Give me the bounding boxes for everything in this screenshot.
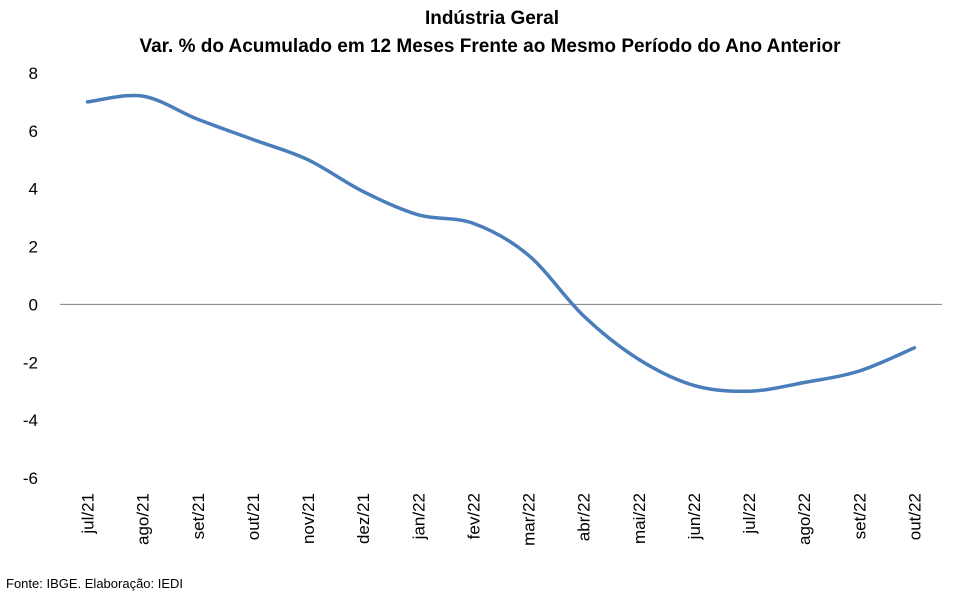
x-tick-label: dez/21 (354, 493, 373, 544)
data-point-set-21 (196, 117, 200, 121)
data-point-nov-21 (306, 158, 310, 162)
y-tick-label: -2 (23, 353, 38, 372)
x-tick-label: jan/22 (409, 493, 428, 540)
data-point-ago-22 (802, 381, 806, 385)
x-tick-label: ago/21 (134, 493, 153, 545)
data-point-jul-21 (86, 100, 90, 104)
x-tick-label: jul/21 (79, 493, 98, 535)
x-tick-label: out/21 (244, 493, 263, 540)
series-points (86, 94, 917, 393)
data-point-out-22 (912, 346, 916, 350)
chart-title: Indústria Geral (425, 8, 559, 29)
x-tick-label: ago/22 (795, 493, 814, 545)
data-point-mar-22 (527, 253, 531, 257)
data-point-abr-22 (582, 314, 586, 318)
x-tick-label: nov/21 (299, 493, 318, 544)
x-tick-label: abr/22 (575, 493, 594, 541)
y-axis: 8 6 4 2 0 -2 -4 -6 (23, 64, 38, 488)
y-tick-label: -4 (23, 411, 38, 430)
data-point-dez-21 (361, 190, 365, 194)
y-tick-label: 4 (29, 180, 38, 199)
y-tick-label: -6 (23, 469, 38, 488)
data-point-jan-22 (416, 213, 420, 217)
x-tick-label: mai/22 (630, 493, 649, 544)
data-point-fev-22 (471, 221, 475, 225)
data-point-jul-22 (747, 389, 751, 393)
x-tick-label: fev/22 (464, 493, 483, 539)
y-tick-label: 2 (29, 238, 38, 257)
x-tick-label: jul/22 (740, 493, 759, 535)
series-line (85, 93, 917, 394)
x-axis: jul/21 ago/21 set/21 out/21 nov/21 dez/21 jan/… (79, 493, 925, 546)
data-point-mai-22 (637, 357, 641, 361)
x-tick-label: set/21 (189, 493, 208, 539)
y-tick-label: 6 (29, 122, 38, 141)
source-note: Fonte: IBGE. Elaboração: IEDI (6, 576, 183, 591)
data-point-set-22 (857, 369, 861, 373)
data-point-ago-21 (141, 94, 145, 98)
y-tick-label: 8 (29, 64, 38, 83)
x-tick-label: out/22 (905, 493, 924, 540)
y-tick-label: 0 (29, 295, 38, 314)
data-point-out-21 (251, 138, 255, 142)
x-tick-label: set/22 (850, 493, 869, 539)
x-tick-label: mar/22 (520, 493, 539, 546)
chart-subtitle: Var. % do Acumulado em 12 Meses Frente a… (139, 36, 841, 57)
x-tick-label: jun/22 (685, 493, 704, 540)
data-point-jun-22 (692, 383, 696, 387)
